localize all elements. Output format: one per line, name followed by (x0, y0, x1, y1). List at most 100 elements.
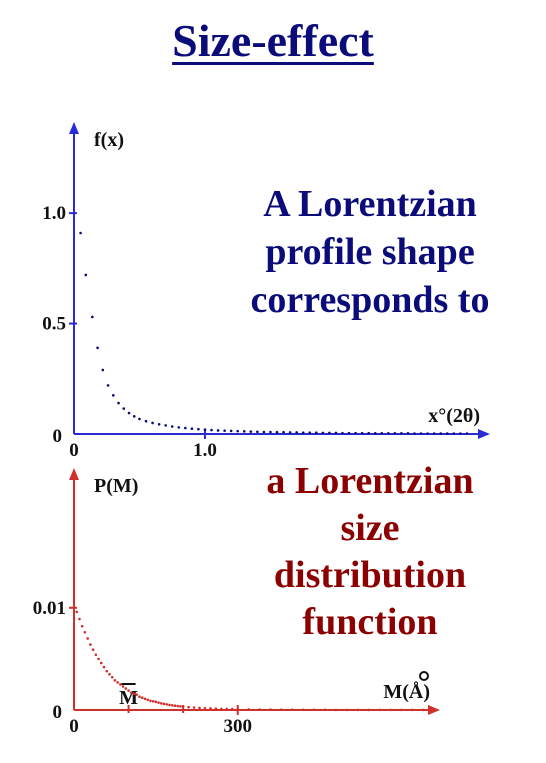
origin-label: 0 (53, 702, 63, 723)
data-point (459, 432, 462, 435)
data-point (176, 704, 179, 708)
data-point (151, 700, 155, 703)
data-point (421, 708, 425, 712)
data-point (347, 431, 351, 435)
y-axis-arrow (69, 468, 79, 480)
top-caption: A Lorentzian profile shape corresponds t… (200, 180, 540, 324)
data-point (101, 368, 105, 372)
bottom-caption-line: distribution (273, 554, 467, 596)
data-point (301, 708, 305, 712)
data-point (413, 432, 416, 435)
data-point (179, 705, 182, 708)
data-point (91, 315, 94, 319)
lorentzian-profile-chart: 1.0 0.5 0 1.0 0 f(x) x°(2θ) (42, 122, 490, 461)
data-point (247, 708, 250, 711)
y-tick-label: 0.5 (42, 314, 66, 335)
data-point (78, 617, 81, 621)
data-point (86, 637, 89, 640)
data-point (334, 708, 338, 712)
data-point (321, 431, 325, 435)
bottom-caption-line: size (340, 507, 400, 549)
data-point (177, 426, 181, 429)
data-point (262, 430, 266, 434)
data-point (356, 708, 360, 712)
data-point (89, 643, 92, 646)
data-point (132, 415, 136, 418)
data-point (426, 432, 429, 435)
data-point (236, 429, 240, 433)
data-point (328, 431, 331, 435)
data-point (143, 697, 147, 701)
data-point (203, 428, 207, 431)
y-axis-label: P(M) (94, 475, 138, 497)
data-point (334, 431, 338, 435)
data-point (97, 657, 100, 661)
data-point (220, 707, 223, 711)
data-point (116, 681, 119, 684)
data-point (119, 683, 122, 686)
data-point (373, 432, 377, 435)
bottom-caption-line: a Lorentzian (266, 460, 474, 502)
size-distribution-chart: 0.01 0 300 0 P(M) M(Å) M (33, 468, 440, 737)
data-point (124, 687, 128, 690)
data-point (465, 432, 469, 435)
data-point (209, 707, 212, 710)
data-point (439, 432, 443, 435)
data-point (288, 431, 292, 434)
data-point (154, 700, 158, 704)
mean-label: M (119, 687, 138, 709)
data-point (242, 430, 246, 433)
data-point (419, 432, 423, 435)
top-caption-line: profile shape (265, 231, 475, 273)
data-point (236, 707, 240, 711)
y-axis-arrow (69, 122, 79, 134)
data-point (192, 706, 196, 709)
data-point (230, 707, 234, 711)
angstrom-ring (419, 671, 429, 681)
data-point (214, 707, 218, 710)
data-point (282, 430, 285, 434)
data-point (165, 703, 169, 706)
data-point (79, 231, 82, 235)
x-axis-label: M(Å) (383, 680, 430, 703)
data-point (96, 346, 99, 350)
data-point (387, 432, 390, 435)
data-point (149, 699, 152, 703)
data-point (314, 431, 318, 434)
data-point (269, 430, 272, 434)
bottom-caption-line: function (302, 601, 438, 643)
data-point (164, 424, 167, 427)
data-point (184, 426, 187, 430)
data-point (290, 708, 294, 711)
data-point (197, 427, 200, 431)
data-point (312, 708, 316, 712)
data-point (295, 431, 298, 434)
data-point (256, 430, 259, 434)
data-point (380, 432, 384, 435)
data-point (229, 429, 233, 433)
top-caption-line: corresponds to (250, 279, 490, 321)
data-point (269, 708, 272, 711)
data-point (140, 696, 144, 700)
y-tick-label: 1.0 (42, 203, 66, 224)
data-point (354, 431, 357, 435)
data-point (168, 703, 171, 707)
data-point (84, 273, 88, 277)
data-point (121, 685, 125, 688)
data-point (91, 648, 95, 651)
data-point (249, 430, 253, 433)
data-point (345, 708, 349, 712)
data-point (173, 704, 177, 708)
origin-label: 0 (53, 426, 63, 447)
data-point (187, 705, 190, 709)
data-point (308, 431, 312, 434)
x-tick-label: 0 (69, 716, 79, 737)
data-point (367, 431, 370, 435)
data-point (301, 431, 305, 434)
data-point (130, 691, 133, 694)
data-point (135, 693, 139, 696)
data-point (122, 407, 126, 410)
data-point (406, 432, 410, 435)
data-point (445, 432, 449, 435)
data-point (144, 419, 148, 423)
